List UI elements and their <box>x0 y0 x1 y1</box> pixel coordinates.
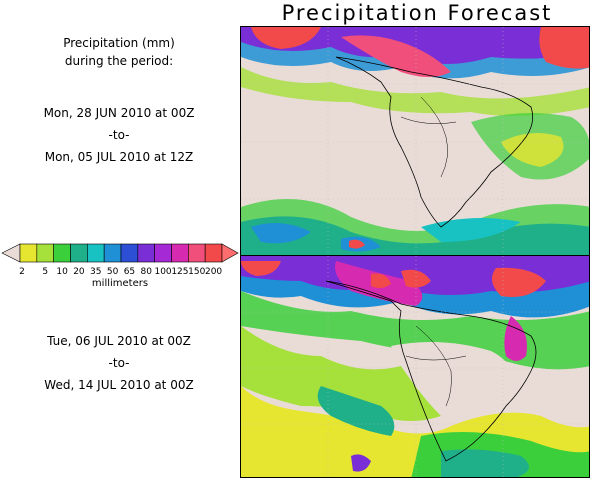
period1-sep: -to- <box>108 128 130 142</box>
legend-tick-label: 35 <box>90 267 101 277</box>
legend-tick-label: 125 <box>171 267 188 277</box>
period1-end: Mon, 05 JUL 2010 at 12Z <box>44 150 194 164</box>
period2-start: Tue, 06 JUL 2010 at 00Z <box>47 334 191 348</box>
color-legend: 2 5 10 20 35 50 65 80 100 125 150 200 <box>1 243 239 277</box>
legend-tick-label: 2 <box>19 267 25 277</box>
legend-arrow-low <box>1 243 21 263</box>
legend-tick-label: 20 <box>73 267 85 277</box>
period1-block: Mon, 28 JUN 2010 at 00Z -to- Mon, 05 JUL… <box>0 104 238 166</box>
period1-start: Mon, 28 JUN 2010 at 00Z <box>43 106 195 120</box>
legend-unit: millimeters <box>91 278 149 289</box>
legend-swatch <box>87 243 105 263</box>
header-line2: during the period: <box>64 54 174 68</box>
legend-tick-label: 100 <box>154 267 171 277</box>
legend-swatch <box>154 243 172 263</box>
legend-tick-label: 50 <box>107 267 119 277</box>
legend-swatch <box>36 243 54 263</box>
legend-arrow-high <box>221 243 239 263</box>
legend-swatch <box>19 243 38 263</box>
precip-header: Precipitation (mm) during the period: <box>0 34 238 70</box>
forecast-map-period1 <box>240 26 590 256</box>
legend-tick-label: 65 <box>124 267 135 277</box>
legend-swatch <box>103 243 122 263</box>
period2-sep: -to- <box>108 356 130 370</box>
page-title: Precipitation Forecast <box>281 1 553 25</box>
forecast-map-period2 <box>240 255 590 478</box>
legend-swatch <box>188 243 206 263</box>
legend-swatch <box>70 243 88 263</box>
legend-swatch <box>120 243 139 263</box>
legend-tick-label: 5 <box>42 267 48 277</box>
period2-end: Wed, 14 JUL 2010 at 00Z <box>44 378 194 392</box>
period2-block: Tue, 06 JUL 2010 at 00Z -to- Wed, 14 JUL… <box>0 332 238 394</box>
legend-swatch <box>53 243 71 263</box>
header-line1: Precipitation (mm) <box>63 36 175 50</box>
legend-swatch <box>204 243 223 263</box>
legend-swatch <box>137 243 155 263</box>
legend-tick-label: 10 <box>56 267 68 277</box>
legend-tick-label: 200 <box>205 267 222 277</box>
legend-tick-label: 150 <box>188 267 205 277</box>
legend-tick-label: 80 <box>141 267 153 277</box>
legend-swatch <box>171 243 189 263</box>
